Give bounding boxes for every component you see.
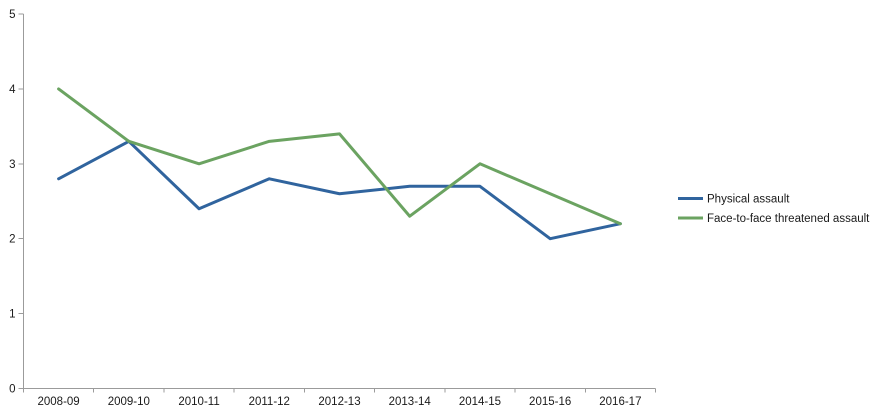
- legend-item-face-to-face-threatened-assault: Face-to-face threatened assault: [678, 213, 870, 225]
- series-line-physical-assault: [57, 139, 622, 241]
- y-tick-label: 0: [9, 384, 15, 396]
- y-tick-label: 1: [9, 309, 15, 321]
- x-tick-label: 2015-16: [529, 396, 571, 408]
- legend-item-physical-assault: Physical assault: [678, 194, 790, 206]
- x-tick-label: 2009-10: [108, 396, 150, 408]
- legend-label: Face-to-face threatened assault: [707, 213, 870, 225]
- x-tick-label: 2016-17: [599, 396, 641, 408]
- x-tick-label: 2011-12: [249, 396, 290, 408]
- series-line-face-to-face-threatened-assault: [57, 87, 622, 226]
- y-tick-label: 5: [9, 9, 15, 21]
- y-tick-label: 4: [9, 84, 16, 96]
- x-tick-label: 2012-13: [318, 396, 360, 408]
- y-tick-label: 3: [9, 159, 15, 171]
- legend-label: Physical assault: [707, 194, 790, 206]
- x-tick-label: 2013-14: [389, 396, 432, 408]
- x-tick-label: 2008-09: [38, 396, 80, 408]
- y-tick-label: 2: [9, 234, 15, 246]
- x-tick-label: 2014-15: [459, 396, 501, 408]
- x-tick-label: 2010-11: [178, 396, 219, 408]
